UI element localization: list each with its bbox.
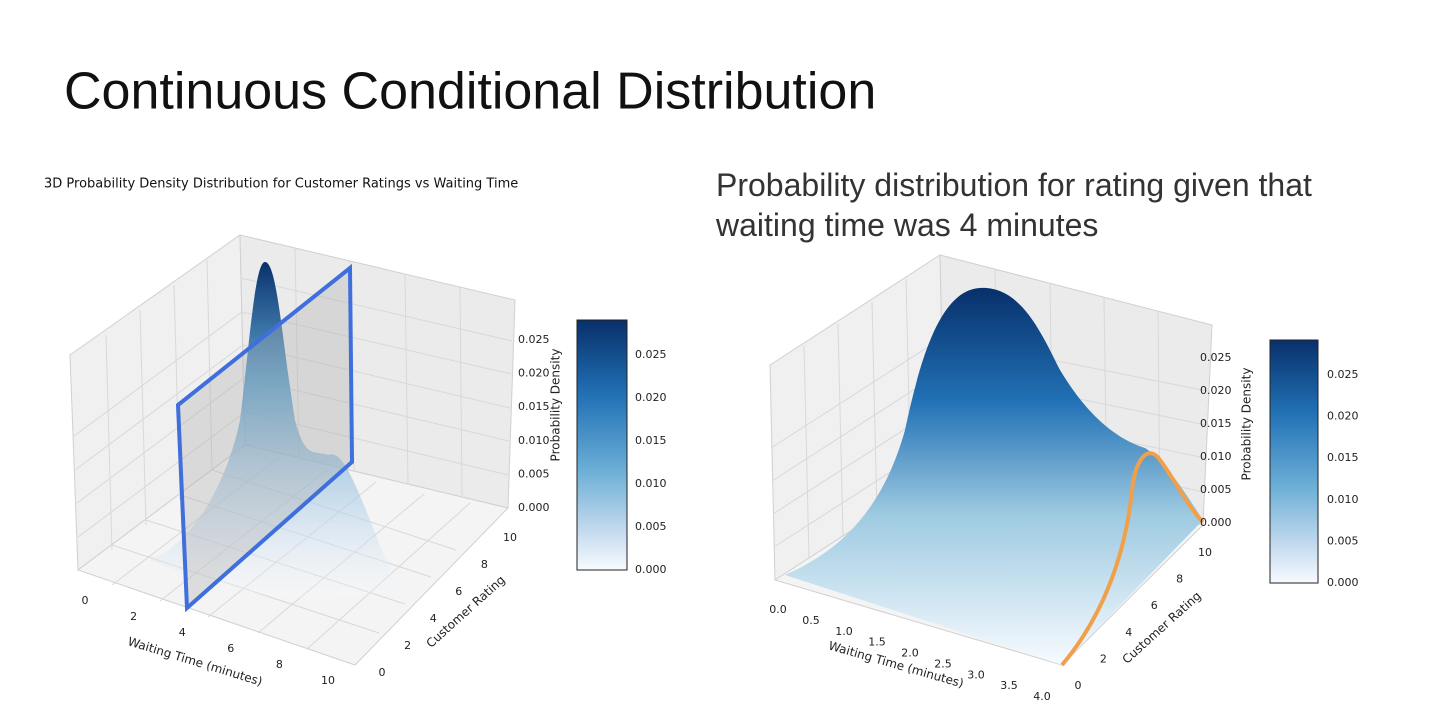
tick-label: 0.000: [1327, 576, 1359, 589]
colorbar: [576, 319, 628, 571]
density-surface: [150, 262, 400, 599]
tick-label: 0.010: [1200, 450, 1232, 463]
tick-label: 1.0: [835, 625, 853, 638]
tick-label: 0.010: [1327, 493, 1359, 506]
caption-line: Probability distribution for rating give…: [716, 167, 1312, 203]
tick-label: 3.0: [967, 668, 985, 681]
tick-label: 2: [1100, 652, 1107, 665]
tick-label: 2.0: [901, 647, 919, 660]
tick-label: 0.000: [635, 563, 667, 576]
tick-label: 0.020: [1327, 410, 1359, 423]
tick-label: 0.005: [635, 520, 667, 533]
tick-label: 6: [455, 585, 462, 598]
tick-label: 6: [227, 642, 234, 655]
tick-label: 0.000: [518, 501, 550, 514]
slide-title: Continuous Conditional Distribution: [64, 63, 876, 121]
tick-label: 8: [481, 558, 488, 571]
tick-label: 0.020: [1200, 384, 1232, 397]
slice-plane: [175, 263, 355, 613]
tick-label: 6: [1151, 599, 1158, 612]
tick-label: 0.000: [1200, 516, 1232, 529]
tick-label: 1.5: [868, 636, 886, 649]
tick-label: 2: [130, 610, 137, 623]
z-axis-label: Probability Density: [549, 349, 563, 462]
tick-label: 10: [321, 674, 335, 687]
tick-label: 0.020: [518, 367, 550, 380]
colorbar: [1269, 339, 1319, 584]
z-axis-label: Probability Density: [1240, 368, 1254, 481]
tick-label: 0.015: [1327, 451, 1359, 464]
tick-label: 0: [1075, 679, 1082, 692]
plot-title: 3D Probability Density Distribution for …: [44, 177, 518, 192]
right-axes: [769, 254, 1319, 667]
tick-label: 0.005: [1327, 534, 1359, 547]
tick-label: 0.025: [1200, 351, 1232, 364]
tick-label: 0.015: [1200, 417, 1232, 430]
tick-label: 4: [1125, 626, 1132, 639]
tick-label: 0.0: [769, 603, 787, 616]
tick-label: 10: [1198, 546, 1212, 559]
tick-label: 4: [179, 626, 186, 639]
tick-label: 2.5: [934, 657, 952, 670]
tick-label: 3.5: [1000, 679, 1018, 692]
tick-label: 0.5: [802, 614, 820, 627]
conditional-curve: [1060, 451, 1205, 667]
caption-line: waiting time was 4 minutes: [715, 207, 1098, 243]
x-axis-label: Waiting Time (minutes): [126, 634, 264, 688]
left-axes: [69, 234, 628, 666]
tick-label: 0.015: [635, 434, 667, 447]
tick-label: 4: [430, 612, 437, 625]
tick-label: 8: [1176, 573, 1183, 586]
tick-label: 8: [276, 658, 283, 671]
tick-label: 0.010: [518, 434, 550, 447]
tick-label: 0.020: [635, 391, 667, 404]
tick-label: 10: [503, 531, 517, 544]
tick-label: 0.025: [1327, 368, 1359, 381]
tick-label: 0.015: [518, 400, 550, 413]
tick-label: 2: [404, 639, 411, 652]
tick-label: 4.0: [1033, 690, 1051, 703]
density-surface: [785, 287, 1203, 665]
tick-label: 0: [82, 594, 89, 607]
tick-label: 0.005: [1200, 483, 1232, 496]
tick-label: 0: [379, 666, 386, 679]
tick-label: 0.025: [635, 348, 667, 361]
tick-label: 0.010: [635, 477, 667, 490]
caption: Probability distribution for rating give…: [715, 167, 1312, 243]
tick-label: 0.005: [518, 467, 550, 480]
tick-label: 0.025: [518, 333, 550, 346]
